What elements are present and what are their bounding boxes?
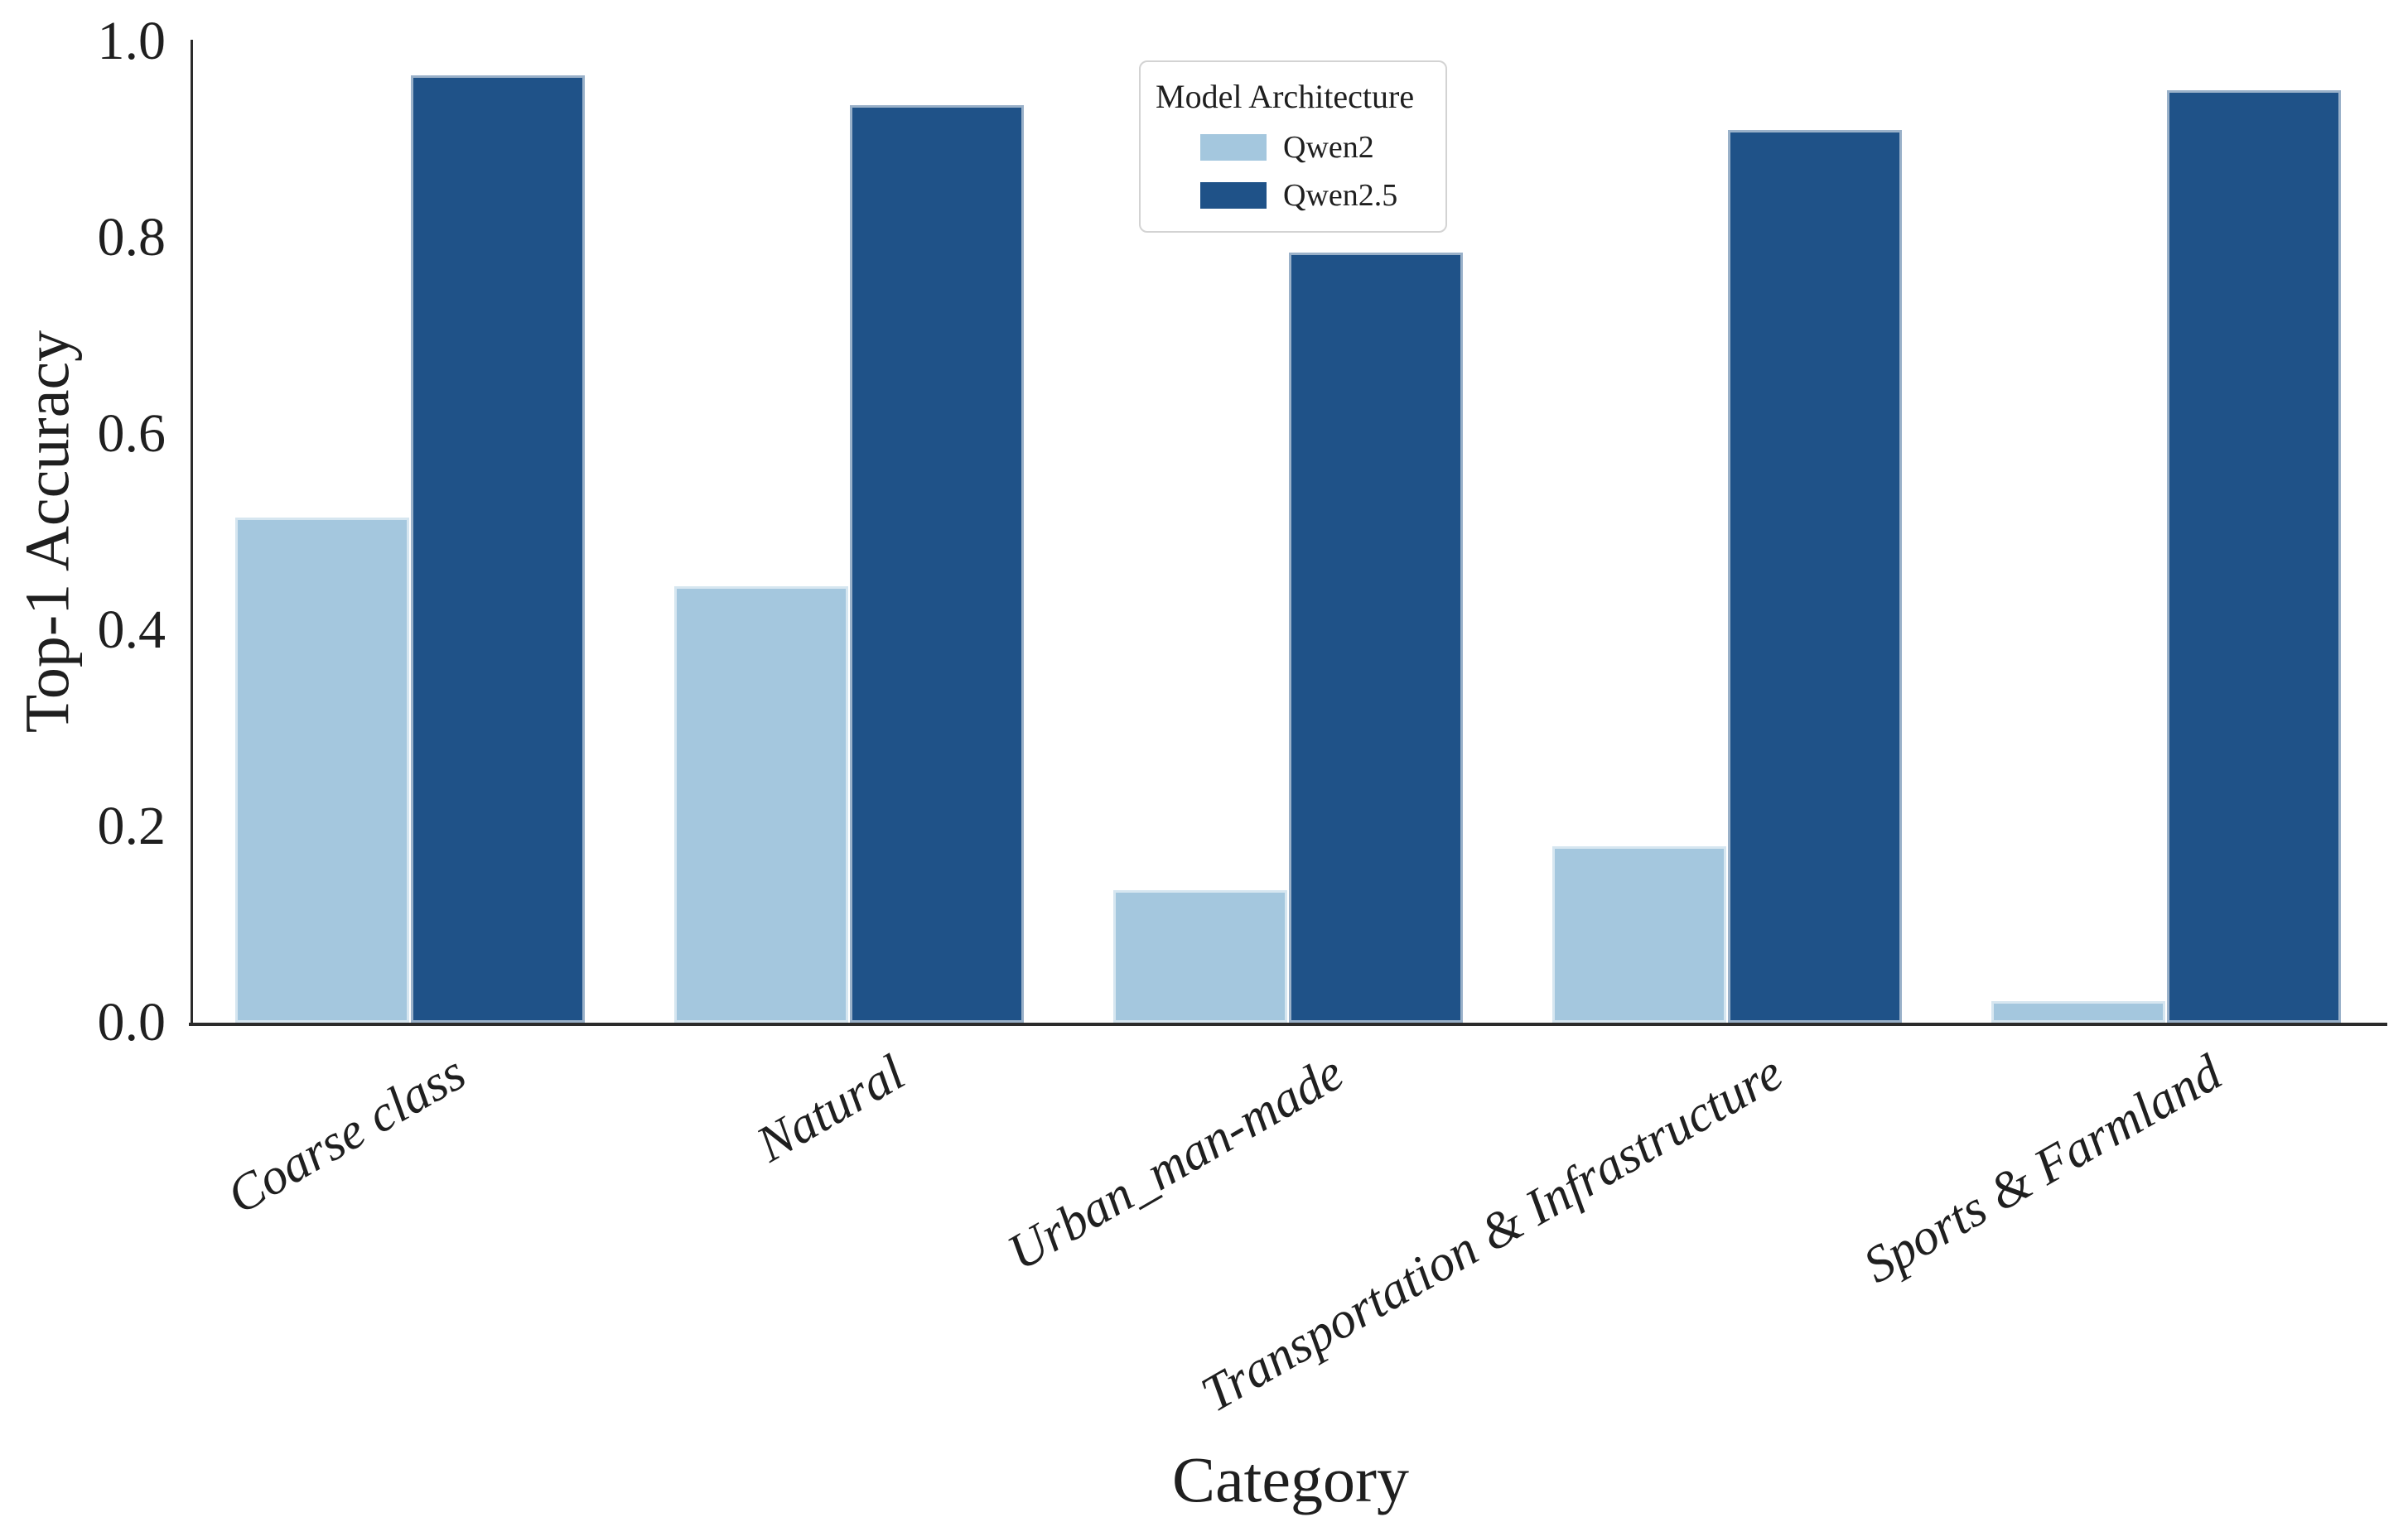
- legend-item-qwen2-5: Qwen2.5: [1200, 178, 1432, 213]
- bar-qwen2.5-sports-farmland: [2167, 90, 2341, 1023]
- legend-swatch-qwen2-5: [1200, 182, 1267, 209]
- legend: Model Architecture Qwen2 Qwen2.5: [1139, 60, 1447, 233]
- bar-qwen2-coarse-class: [235, 518, 409, 1023]
- x-axis-line: [189, 1023, 2387, 1026]
- legend-swatch-qwen2: [1200, 134, 1267, 161]
- bar-qwen2-natural: [674, 586, 848, 1023]
- y-tick-label-0.4: 0.4: [97, 600, 166, 660]
- legend-item-qwen2: Qwen2: [1200, 130, 1432, 165]
- y-axis-title: Top-1 Accuracy: [12, 330, 83, 734]
- y-tick-label-0.8: 0.8: [97, 207, 166, 267]
- bar-qwen2.5-coarse-class: [411, 75, 585, 1023]
- bar-qwen2.5-natural: [850, 105, 1024, 1023]
- y-tick-label-1.0: 1.0: [97, 11, 166, 71]
- y-tick-label-0.6: 0.6: [97, 403, 166, 464]
- bar-qwen2.5-transportation-infrastructure: [1728, 130, 1902, 1023]
- legend-label-qwen2: Qwen2: [1283, 130, 1374, 165]
- y-axis-line: [191, 40, 193, 1026]
- bar-qwen2.5-urban-man-made: [1289, 253, 1463, 1023]
- legend-label-qwen2-5: Qwen2.5: [1283, 178, 1398, 213]
- bar-qwen2-urban-man-made: [1113, 890, 1287, 1023]
- bar-qwen2-sports-farmland: [1991, 1001, 2165, 1023]
- bar-qwen2-transportation-infrastructure: [1552, 846, 1726, 1023]
- y-tick-label-0.2: 0.2: [97, 796, 166, 856]
- legend-title: Model Architecture: [1156, 78, 1415, 115]
- x-axis-title: Category: [1172, 1443, 1409, 1515]
- y-tick-label-0.0: 0.0: [97, 992, 166, 1052]
